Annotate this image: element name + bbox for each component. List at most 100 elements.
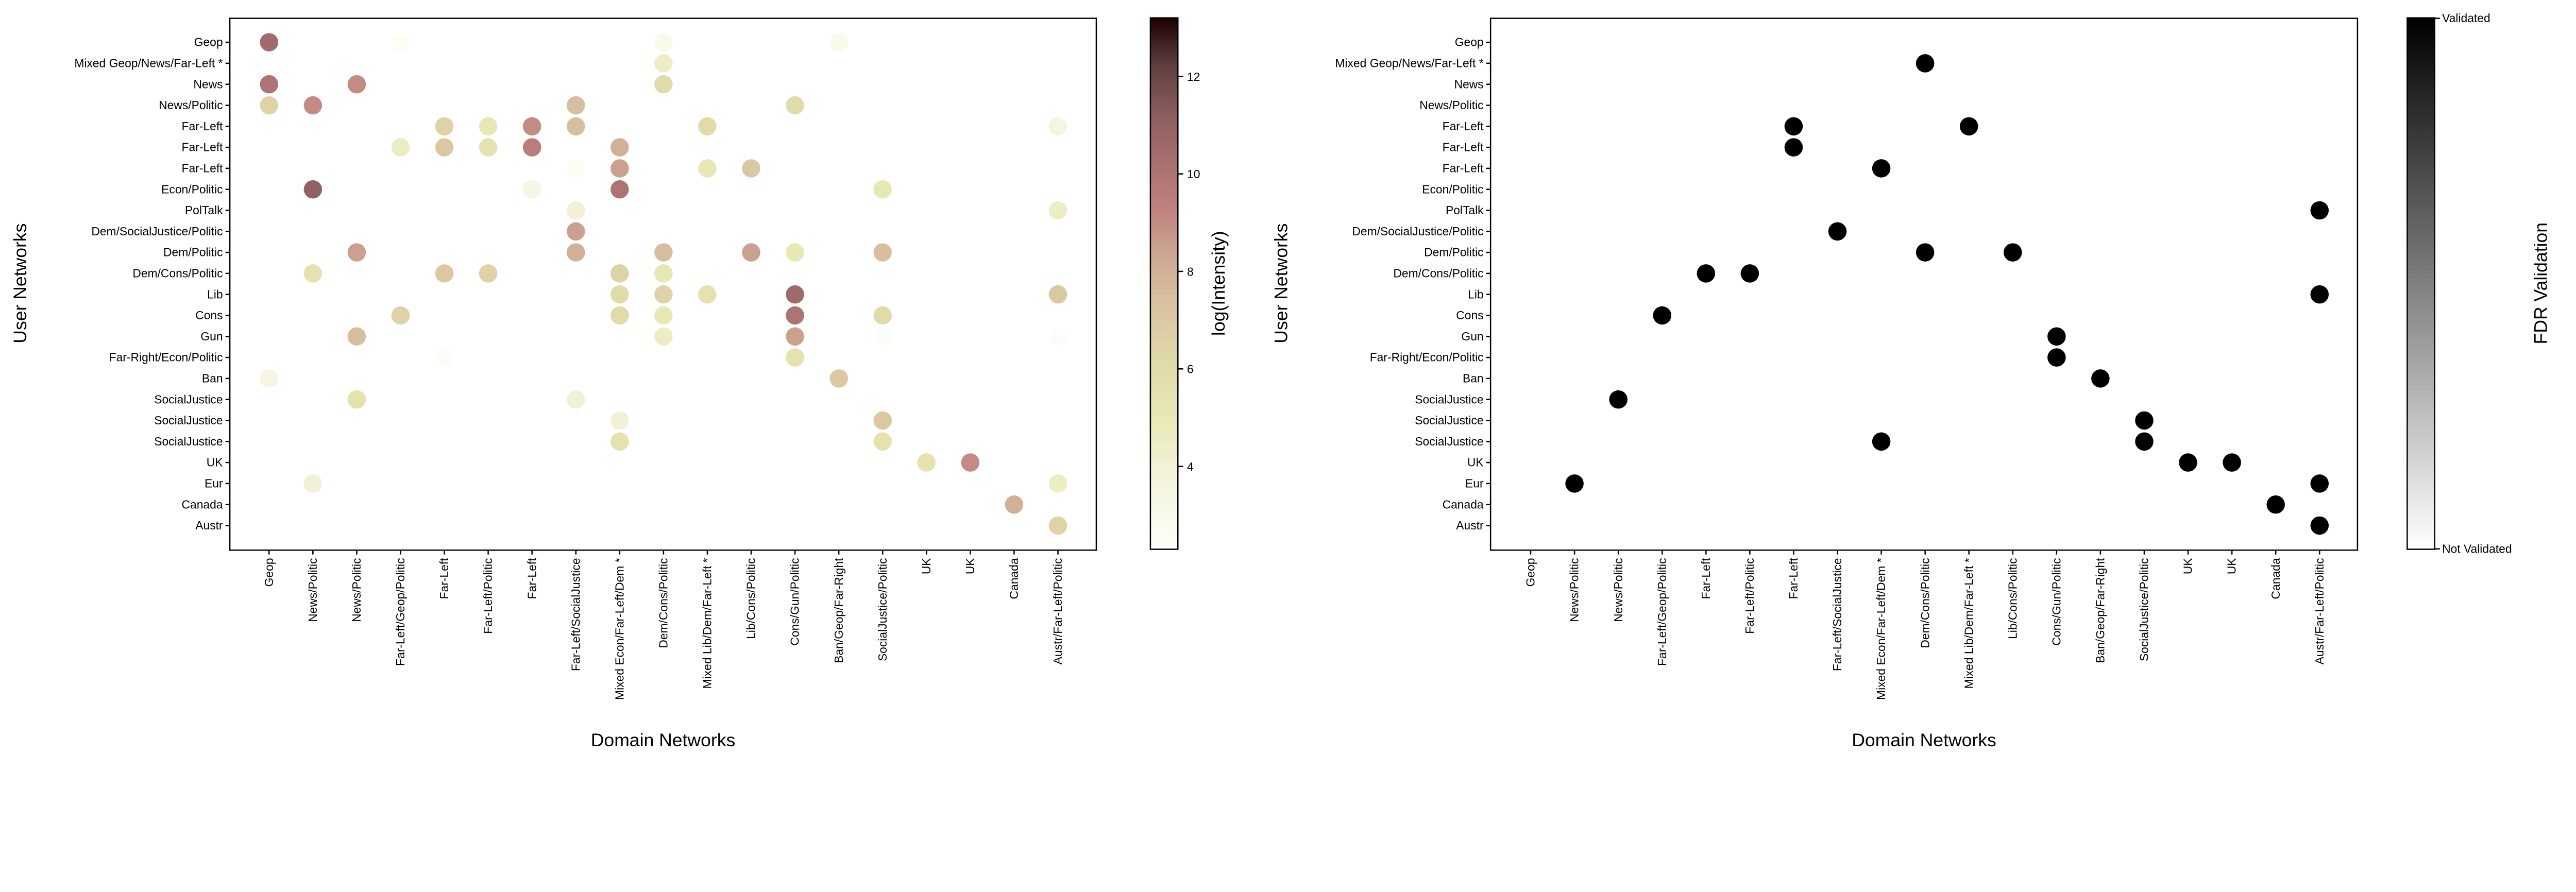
x-tick-label: Geop bbox=[262, 558, 276, 587]
colorbar-tick-label: 6 bbox=[1187, 363, 1194, 376]
y-tick-label: Ban bbox=[202, 372, 223, 385]
x-tick-label: Far-Left/SocialJustice bbox=[569, 558, 582, 671]
intensity-point bbox=[917, 453, 936, 472]
y-axis-title: User Networks bbox=[1271, 224, 1292, 344]
intensity-point bbox=[391, 33, 410, 52]
validation-colorbar: Validated Not Validated FDR Validation bbox=[2406, 11, 2551, 555]
x-tick-label: UK bbox=[2225, 558, 2239, 574]
intensity-point bbox=[873, 306, 892, 325]
y-tick-label: Dem/Cons/Politic bbox=[132, 267, 223, 280]
x-tick-label: News/Politic bbox=[1568, 558, 1581, 622]
y-tick-label: Eur bbox=[205, 476, 223, 490]
validated-point bbox=[2223, 453, 2241, 472]
intensity-point bbox=[873, 432, 892, 451]
validated-point bbox=[1828, 222, 1847, 241]
y-tick-label: Dem/Politic bbox=[1424, 246, 1484, 259]
x-tick-label: UK bbox=[2181, 558, 2195, 574]
x-tick-label: UK bbox=[920, 558, 933, 574]
x-tick-label: News/Politic bbox=[1612, 558, 1625, 622]
y-tick-label: News bbox=[193, 77, 223, 91]
intensity-point bbox=[260, 96, 279, 115]
y-axis-title: User Networks bbox=[10, 224, 30, 344]
validated-point bbox=[1697, 264, 1716, 283]
x-tick-label: SocialJustice/Politic bbox=[2138, 558, 2151, 661]
y-tick-label: Econ/Politic bbox=[1422, 182, 1483, 196]
validated-point bbox=[1740, 264, 1759, 283]
y-tick-label: Lib bbox=[207, 287, 223, 301]
intensity-point bbox=[435, 117, 454, 136]
validated-point bbox=[2179, 453, 2197, 472]
x-tick-label: Ban/Geop/Far-Right bbox=[2094, 558, 2107, 663]
validated-point bbox=[1916, 243, 1935, 262]
y-tick-label: News/Politic bbox=[159, 98, 223, 112]
y-tick-label: SocialJustice bbox=[1415, 435, 1483, 448]
x-tick-label: Dem/Cons/Politic bbox=[656, 558, 670, 648]
y-tick-label: Far-Left bbox=[182, 141, 224, 154]
x-tick-label: News/Politic bbox=[350, 558, 363, 622]
intensity-point bbox=[786, 243, 804, 262]
y-tick-label: News bbox=[1454, 77, 1483, 91]
x-tick-label: Far-Left/SocialJustice bbox=[1831, 558, 1844, 671]
x-tick-label: Far-Left bbox=[437, 558, 451, 599]
validated-point bbox=[1653, 306, 1672, 325]
x-tick-label: SocialJustice/Politic bbox=[876, 558, 889, 661]
x-tick-label: Lib/Cons/Politic bbox=[744, 558, 758, 639]
y-tick-label: Cons bbox=[1456, 308, 1483, 322]
y-tick-label: UK bbox=[207, 456, 223, 469]
validated-point bbox=[2310, 474, 2329, 493]
validated-point bbox=[1916, 54, 1935, 73]
y-tick-label: Austr bbox=[195, 519, 223, 532]
intensity-point bbox=[829, 33, 848, 52]
intensity-point bbox=[435, 138, 454, 157]
y-tick-label: Far-Left bbox=[1443, 162, 1484, 175]
y-tick-label: SocialJustice bbox=[1415, 392, 1483, 406]
validated-point bbox=[1872, 159, 1891, 178]
validated-point bbox=[2310, 201, 2329, 220]
y-tick-label: Far-Left bbox=[1443, 141, 1484, 154]
y-tick-label: Cons bbox=[195, 308, 223, 322]
x-axis-title: Domain Networks bbox=[591, 730, 736, 750]
intensity-point bbox=[654, 306, 673, 325]
x-tick-label: Lib/Cons/Politic bbox=[2006, 558, 2019, 639]
y-tick-label: Ban bbox=[1463, 372, 1484, 385]
intensity-point bbox=[611, 306, 629, 325]
intensity-point bbox=[698, 159, 717, 178]
intensity-point bbox=[654, 243, 673, 262]
x-tick-label: Canada bbox=[2269, 558, 2282, 599]
y-tick-label: PolTalk bbox=[185, 203, 223, 217]
intensity-point bbox=[873, 180, 892, 199]
y-tick-label: Geop bbox=[1455, 36, 1484, 49]
y-tick-label: News/Politic bbox=[1419, 98, 1483, 112]
y-tick-label: Mixed Geop/News/Far-Left * bbox=[1335, 57, 1483, 70]
intensity-point bbox=[786, 285, 804, 304]
intensity-point bbox=[873, 411, 892, 430]
validated-point bbox=[2004, 243, 2022, 262]
y-tick-label: UK bbox=[1467, 456, 1484, 469]
intensity-point bbox=[611, 159, 629, 178]
intensity-point bbox=[566, 117, 585, 136]
validated-point bbox=[2266, 495, 2285, 514]
x-tick-label: UK bbox=[963, 558, 977, 574]
intensity-point bbox=[347, 390, 366, 409]
intensity-point bbox=[347, 243, 366, 262]
y-tick-label: Eur bbox=[1465, 476, 1484, 490]
x-tick-label: Cons/Gun/Politic bbox=[788, 558, 802, 645]
intensity-point bbox=[479, 138, 498, 157]
validated-point bbox=[1959, 117, 1978, 136]
y-tick-label: Mixed Geop/News/Far-Left * bbox=[74, 57, 223, 70]
intensity-point bbox=[566, 159, 585, 178]
x-tick-label: Far-Left/Geop/Politic bbox=[1655, 558, 1669, 666]
y-tick-label: Lib bbox=[1468, 287, 1483, 301]
y-tick-label: Geop bbox=[194, 36, 223, 49]
y-tick-label: Dem/Cons/Politic bbox=[1393, 267, 1483, 280]
x-tick-label: Canada bbox=[1007, 558, 1021, 599]
intensity-point bbox=[435, 348, 454, 367]
intensity-point bbox=[347, 327, 366, 346]
validated-point bbox=[2047, 327, 2066, 346]
intensity-point bbox=[742, 243, 760, 262]
intensity-point bbox=[566, 96, 585, 115]
x-tick-label: Mixed Econ/Far-Left/Dem * bbox=[613, 558, 626, 700]
y-tick-label: Dem/Politic bbox=[163, 246, 223, 259]
validated-point bbox=[1565, 474, 1584, 493]
x-tick-label: Far-Left/Geop/Politic bbox=[394, 558, 407, 666]
